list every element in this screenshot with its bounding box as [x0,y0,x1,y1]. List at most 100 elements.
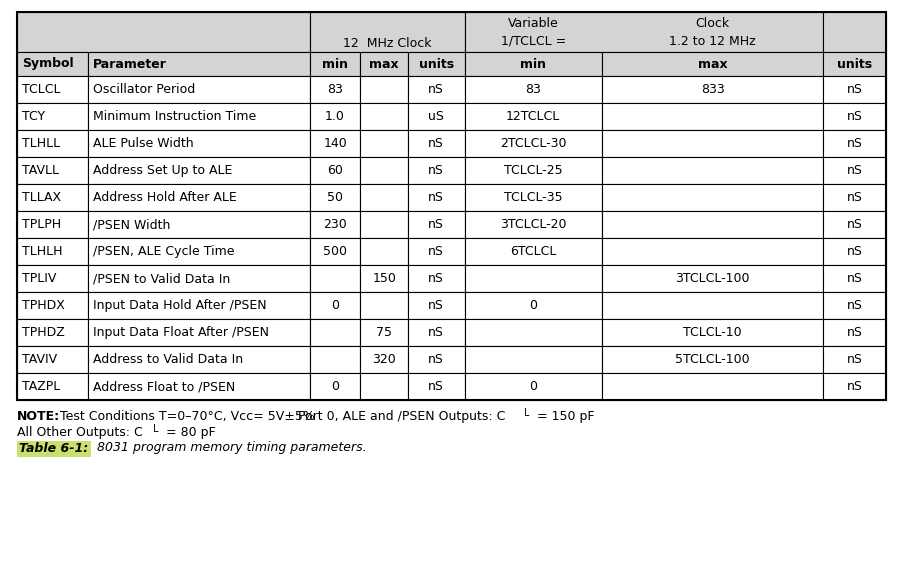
Text: 1/TCLCL =: 1/TCLCL = [500,34,566,48]
Bar [464,292,601,319]
Bar [464,265,601,292]
Bar [823,76,885,103]
Bar [464,12,823,52]
Bar [601,157,823,184]
Bar [309,319,360,346]
Bar [464,103,601,130]
Text: Test Conditions T=0–70°C, Vcc= 5V±5%: Test Conditions T=0–70°C, Vcc= 5V±5% [60,410,315,423]
Text: 0: 0 [331,299,338,312]
Bar [601,211,823,238]
Text: 0: 0 [331,380,338,393]
Bar [823,130,885,157]
Bar [601,319,823,346]
Text: TLHLL: TLHLL [22,137,60,150]
Text: Address Set Up to ALE: Address Set Up to ALE [93,164,233,177]
Text: 833: 833 [700,83,723,96]
Text: TPLIV: TPLIV [22,272,56,285]
Bar [464,184,601,211]
Bar [601,52,823,76]
Text: TAVIV: TAVIV [22,353,57,366]
Bar [823,373,885,400]
Text: nS: nS [846,272,861,285]
Bar [17,12,885,400]
Bar [464,211,601,238]
Text: Input Data Hold After /PSEN: Input Data Hold After /PSEN [93,299,267,312]
Bar [17,292,88,319]
Bar [408,292,464,319]
Text: TCLCL-35: TCLCL-35 [503,191,562,204]
Bar [464,238,601,265]
Bar [360,157,408,184]
Bar [601,238,823,265]
Text: TCY: TCY [22,110,45,123]
Text: = 150 pF: = 150 pF [532,410,594,423]
Bar [464,157,601,184]
Text: TCLCL-10: TCLCL-10 [683,326,741,339]
Text: TPHDZ: TPHDZ [22,326,65,339]
Bar [360,292,408,319]
Text: nS: nS [846,110,861,123]
Text: nS: nS [846,299,861,312]
Text: TLLAX: TLLAX [22,191,61,204]
Text: nS: nS [428,83,444,96]
Bar [360,76,408,103]
Text: 6TCLCL: 6TCLCL [510,245,556,258]
Bar [408,157,464,184]
Bar [17,238,88,265]
Bar [17,184,88,211]
Text: max: max [369,58,399,71]
Bar [360,238,408,265]
Bar [360,184,408,211]
Bar [823,346,885,373]
Bar [601,103,823,130]
Text: Oscillator Period: Oscillator Period [93,83,196,96]
Text: 75: 75 [376,326,391,339]
Text: NOTE:: NOTE: [17,410,60,423]
Bar [88,319,309,346]
Bar [408,184,464,211]
Text: 0: 0 [529,380,537,393]
Bar [601,130,823,157]
Text: nS: nS [846,191,861,204]
Bar [408,103,464,130]
Bar [360,319,408,346]
Bar [309,12,464,52]
Text: 8031 program memory timing parameters.: 8031 program memory timing parameters. [93,442,366,454]
Text: TCLCL-25: TCLCL-25 [503,164,562,177]
Bar [17,211,88,238]
Text: 3TCLCL-20: 3TCLCL-20 [500,218,566,231]
Bar [309,238,360,265]
Text: nS: nS [846,380,861,393]
Text: 12TCLCL: 12TCLCL [505,110,559,123]
Bar [88,211,309,238]
Bar [823,52,885,76]
Text: 230: 230 [323,218,346,231]
Text: nS: nS [846,326,861,339]
Bar [823,211,885,238]
Text: 320: 320 [372,353,396,366]
Text: units: units [419,58,454,71]
Text: nS: nS [846,218,861,231]
Bar [823,12,885,52]
Text: Input Data Float After /PSEN: Input Data Float After /PSEN [93,326,269,339]
Bar [88,373,309,400]
Text: 140: 140 [323,137,346,150]
Text: 60: 60 [327,164,343,177]
Bar [88,184,309,211]
Text: 83: 83 [525,83,540,96]
Text: nS: nS [428,326,444,339]
Bar [408,211,464,238]
Text: nS: nS [846,164,861,177]
Bar [88,76,309,103]
Bar [464,319,601,346]
Bar [17,373,88,400]
Text: /PSEN Width: /PSEN Width [93,218,170,231]
Bar [309,103,360,130]
Bar [309,130,360,157]
Bar [309,346,360,373]
Text: nS: nS [428,272,444,285]
Bar [408,346,464,373]
Text: L: L [152,424,159,434]
Bar [17,103,88,130]
Text: Table 6-1:: Table 6-1: [19,442,88,454]
